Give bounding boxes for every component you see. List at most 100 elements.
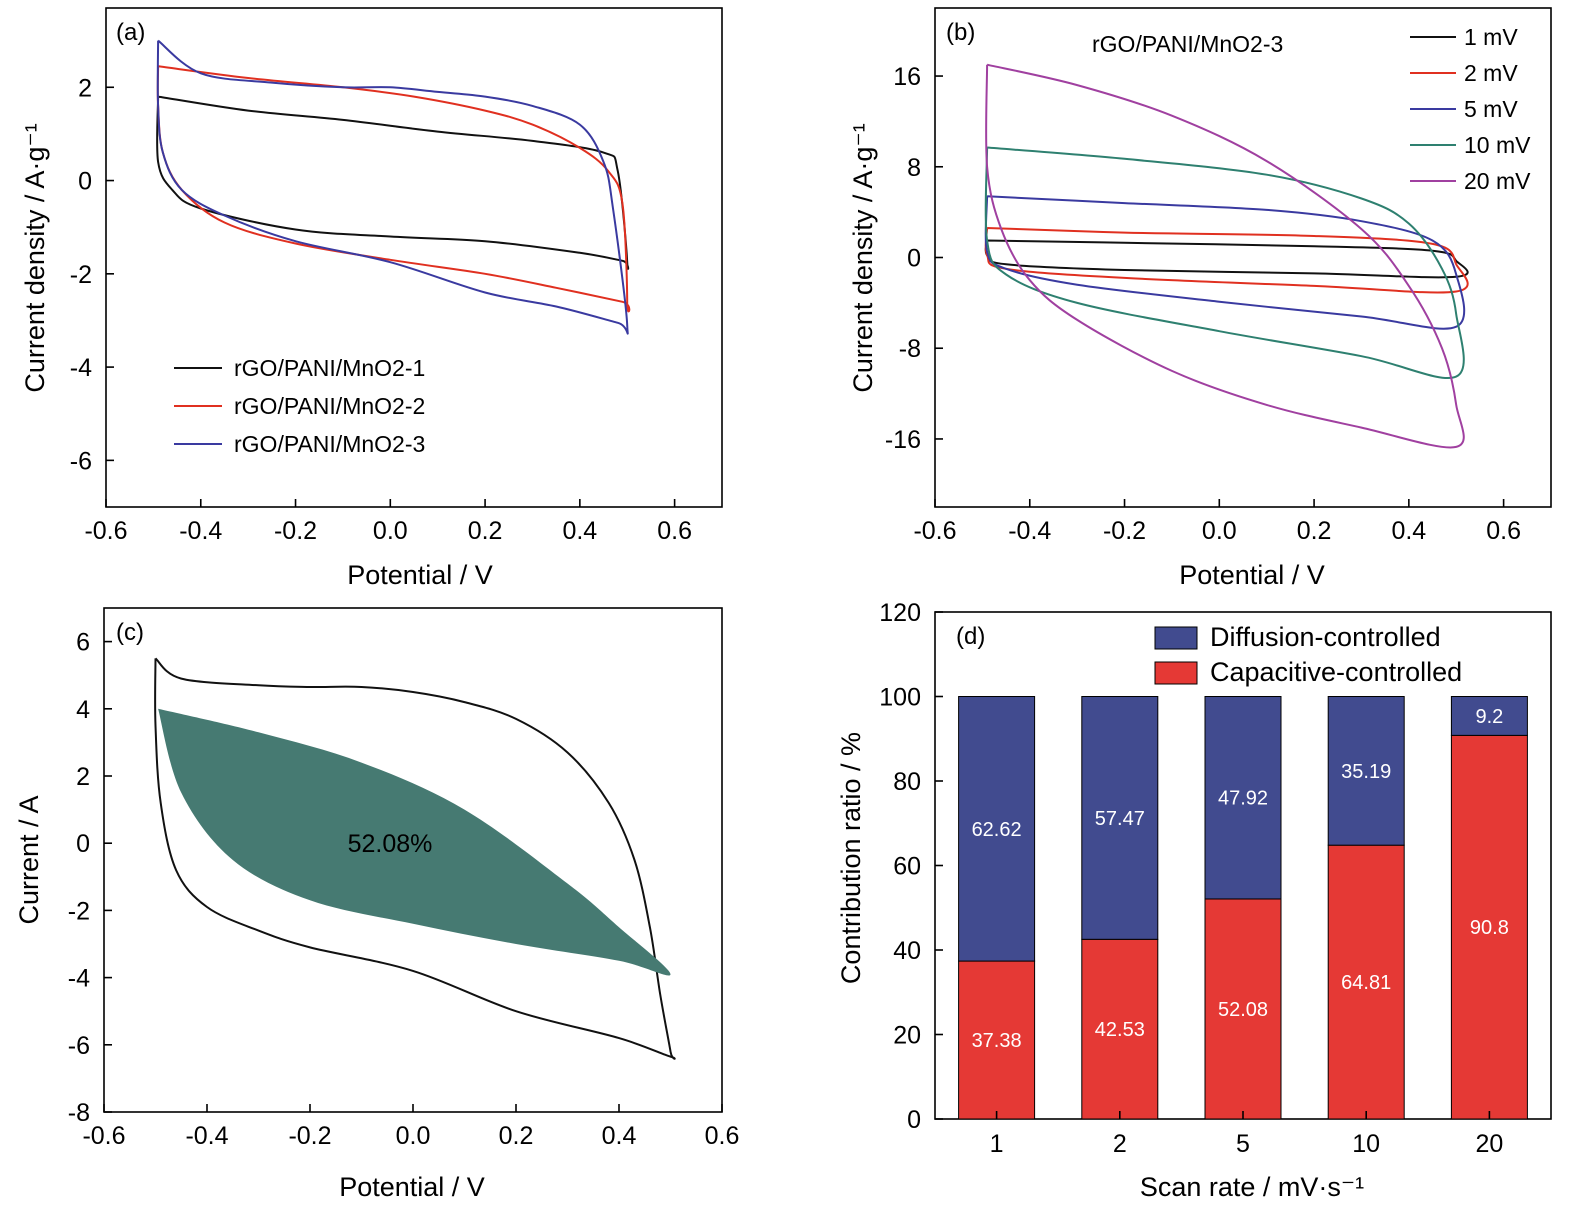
capacitive-bar-label: 90.8 (1470, 917, 1509, 939)
panel-d-y-tick-label: 100 (879, 684, 921, 712)
panel-d-x-tick-label: 5 (1236, 1130, 1250, 1158)
panel-b-legend-label-4: 10 mV (1464, 132, 1531, 158)
panel-a-y-axis-label: Current density / A·g⁻¹ (20, 123, 50, 392)
panel-c-x-tick-label: 0.0 (396, 1122, 431, 1150)
panel-c: (c) -0.6 -0.4 -0.2 0.0 0.2 0.4 0.6 -8 -6 -4 -2 0 2 4… (14, 607, 739, 1202)
panel-d-x-ticks: 1 2 5 10 20 (990, 1111, 1503, 1158)
panel-a-x-tick-label: 0.0 (373, 517, 408, 545)
panel-d-legend-swatch-2 (1154, 661, 1198, 685)
panel-d-y-tick-label: 80 (893, 768, 921, 796)
panel-a-y-tick-label: 2 (78, 74, 92, 102)
capacitive-bar-label: 52.08 (1218, 999, 1268, 1021)
panel-c-y-tick-label: -2 (68, 897, 90, 925)
capacitive-bar-label: 42.53 (1095, 1019, 1145, 1041)
capacitive-bar-label: 64.81 (1341, 972, 1391, 994)
panel-d-x-tick-label: 10 (1352, 1130, 1380, 1158)
capacitive-bar (1204, 898, 1282, 1120)
panel-b-y-tick-label: 0 (907, 245, 921, 273)
diffusion-bar (1327, 696, 1405, 846)
panel-c-x-tick-label: 0.6 (705, 1122, 740, 1150)
panel-c-annotation: 52.08% (348, 830, 433, 858)
panel-d-legend: Diffusion-controlled Capacitive-controll… (1154, 622, 1462, 687)
panel-a-legend-label-2: rGO/PANI/MnO2-2 (234, 393, 425, 419)
panel-b-x-axis-label: Potential / V (1179, 560, 1325, 590)
panel-c-x-tick-label: 0.4 (602, 1122, 637, 1150)
panel-a-x-tick-label: 0.2 (468, 517, 503, 545)
panel-b-curves (984, 63, 1469, 449)
panel-b-x-tick-label: 0.6 (1486, 517, 1521, 545)
panel-c-y-tick-label: -4 (68, 965, 90, 993)
panel-c-x-ticks: -0.6 -0.4 -0.2 0.0 0.2 0.4 0.6 (82, 1104, 739, 1150)
panel-c-curves (154, 657, 676, 1060)
diffusion-bar-label: 47.92 (1218, 788, 1268, 810)
diffusion-bar-label: 57.47 (1095, 808, 1145, 830)
panel-b-y-tick-label: -8 (899, 335, 921, 363)
panel-d-legend-label-2: Capacitive-controlled (1210, 657, 1462, 687)
panel-b-x-ticks: -0.6 -0.4 -0.2 0.0 0.2 0.4 0.6 (913, 499, 1521, 545)
panel-a-legend-label-1: rGO/PANI/MnO2-1 (234, 355, 425, 381)
diffusion-bar (1081, 696, 1159, 940)
panel-b-x-tick-label: -0.6 (913, 517, 956, 545)
panel-b-legend: 1 mV 2 mV 5 mV 10 mV 20 mV (1410, 24, 1531, 194)
capacitive-bar (1081, 938, 1159, 1120)
panel-a: (a) -0.6 -0.4 -0.2 0.0 0.2 0.4 0.6 -6 -4 -2 0 2 Po… (20, 7, 723, 590)
panel-a-legend: rGO/PANI/MnO2-1 rGO/PANI/MnO2-2 rGO/PANI… (174, 355, 425, 457)
panel-d-x-tick-label: 1 (990, 1130, 1004, 1158)
panel-b-legend-label-3: 5 mV (1464, 96, 1518, 122)
panel-b-x-tick-label: 0.4 (1391, 517, 1426, 545)
panel-a-legend-label-3: rGO/PANI/MnO2-3 (234, 431, 425, 457)
panel-a-y-tick-label: -4 (70, 354, 92, 382)
diffusion-bar (958, 696, 1036, 962)
panel-b-x-tick-label: -0.2 (1103, 517, 1146, 545)
panel-b-y-tick-label: 16 (893, 63, 921, 91)
panel-c-y-tick-label: -6 (68, 1032, 90, 1060)
panel-b-label: (b) (946, 19, 975, 46)
panel-d-bars: 37.38 62.62 42.53 57.47 52.08 47.92 64.81 35.19… (958, 696, 1528, 1120)
panel-a-x-tick-label: -0.4 (179, 517, 222, 545)
panel-c-y-tick-label: -8 (68, 1099, 90, 1127)
panel-b-series-1-curve (984, 239, 1469, 279)
panel-c-y-tick-label: 6 (76, 629, 90, 657)
panel-a-label: (a) (116, 19, 145, 46)
panel-b-x-tick-label: 0.0 (1202, 517, 1237, 545)
panel-a-x-tick-label: 0.4 (562, 517, 597, 545)
panel-b-y-axis-label: Current density / A·g⁻¹ (848, 123, 878, 392)
panel-c-x-tick-label: -0.4 (185, 1122, 228, 1150)
capacitive-bar (958, 960, 1036, 1120)
panel-a-x-tick-label: 0.6 (657, 517, 692, 545)
diffusion-bar-label: 62.62 (972, 819, 1022, 841)
panel-d-y-axis-label: Contribution ratio / % (836, 732, 866, 984)
panel-b-y-ticks: -16 -8 0 8 16 (885, 63, 943, 454)
panel-a-y-tick-label: -2 (70, 261, 92, 289)
panel-b-series-2-curve (984, 227, 1469, 294)
panel-d-legend-swatch-1 (1154, 626, 1198, 650)
panel-d-y-ticks: 0 20 40 60 80 100 120 (879, 599, 943, 1134)
panel-d-y-tick-label: 120 (879, 599, 921, 627)
panel-a-x-ticks: -0.6 -0.4 -0.2 0.0 0.2 0.4 0.6 (84, 499, 692, 545)
panel-c-series-1-curve (154, 657, 676, 1060)
panel-d-legend-label-1: Diffusion-controlled (1210, 622, 1441, 652)
panel-c-series-2-curve (158, 708, 671, 976)
panel-a-series-1-curve (156, 95, 630, 270)
panel-b-legend-label-1: 1 mV (1464, 24, 1518, 50)
panel-b-series-5-curve (985, 63, 1465, 449)
panel-b-x-tick-label: -0.4 (1008, 517, 1051, 545)
panel-b-title: rGO/PANI/MnO2-3 (1092, 31, 1283, 57)
capacitive-bar-label: 37.38 (972, 1030, 1022, 1052)
panel-b-series-4-curve (984, 146, 1465, 379)
panel-b-y-tick-label: -16 (885, 426, 921, 454)
panel-b-x-tick-label: 0.2 (1297, 517, 1332, 545)
panel-d-x-tick-label: 2 (1113, 1130, 1127, 1158)
panel-c-y-axis-label: Current / A (14, 795, 44, 924)
panel-c-y-tick-label: 2 (76, 763, 90, 791)
panel-c-x-tick-label: -0.6 (82, 1122, 125, 1150)
panel-d-y-tick-label: 60 (893, 853, 921, 881)
capacitive-bar (1450, 734, 1528, 1120)
panel-d-x-tick-label: 20 (1475, 1130, 1503, 1158)
panel-a-y-tick-label: 0 (78, 168, 92, 196)
diffusion-bar (1450, 696, 1528, 736)
panel-a-series-3-curve (156, 39, 629, 335)
panel-b-legend-label-5: 20 mV (1464, 168, 1531, 194)
panel-a-x-axis-label: Potential / V (347, 560, 493, 590)
